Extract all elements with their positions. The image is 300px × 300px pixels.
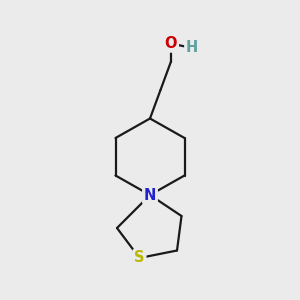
Text: S: S (134, 250, 145, 266)
Text: N: N (144, 188, 156, 202)
Text: O: O (165, 36, 177, 51)
Text: H: H (186, 40, 198, 56)
